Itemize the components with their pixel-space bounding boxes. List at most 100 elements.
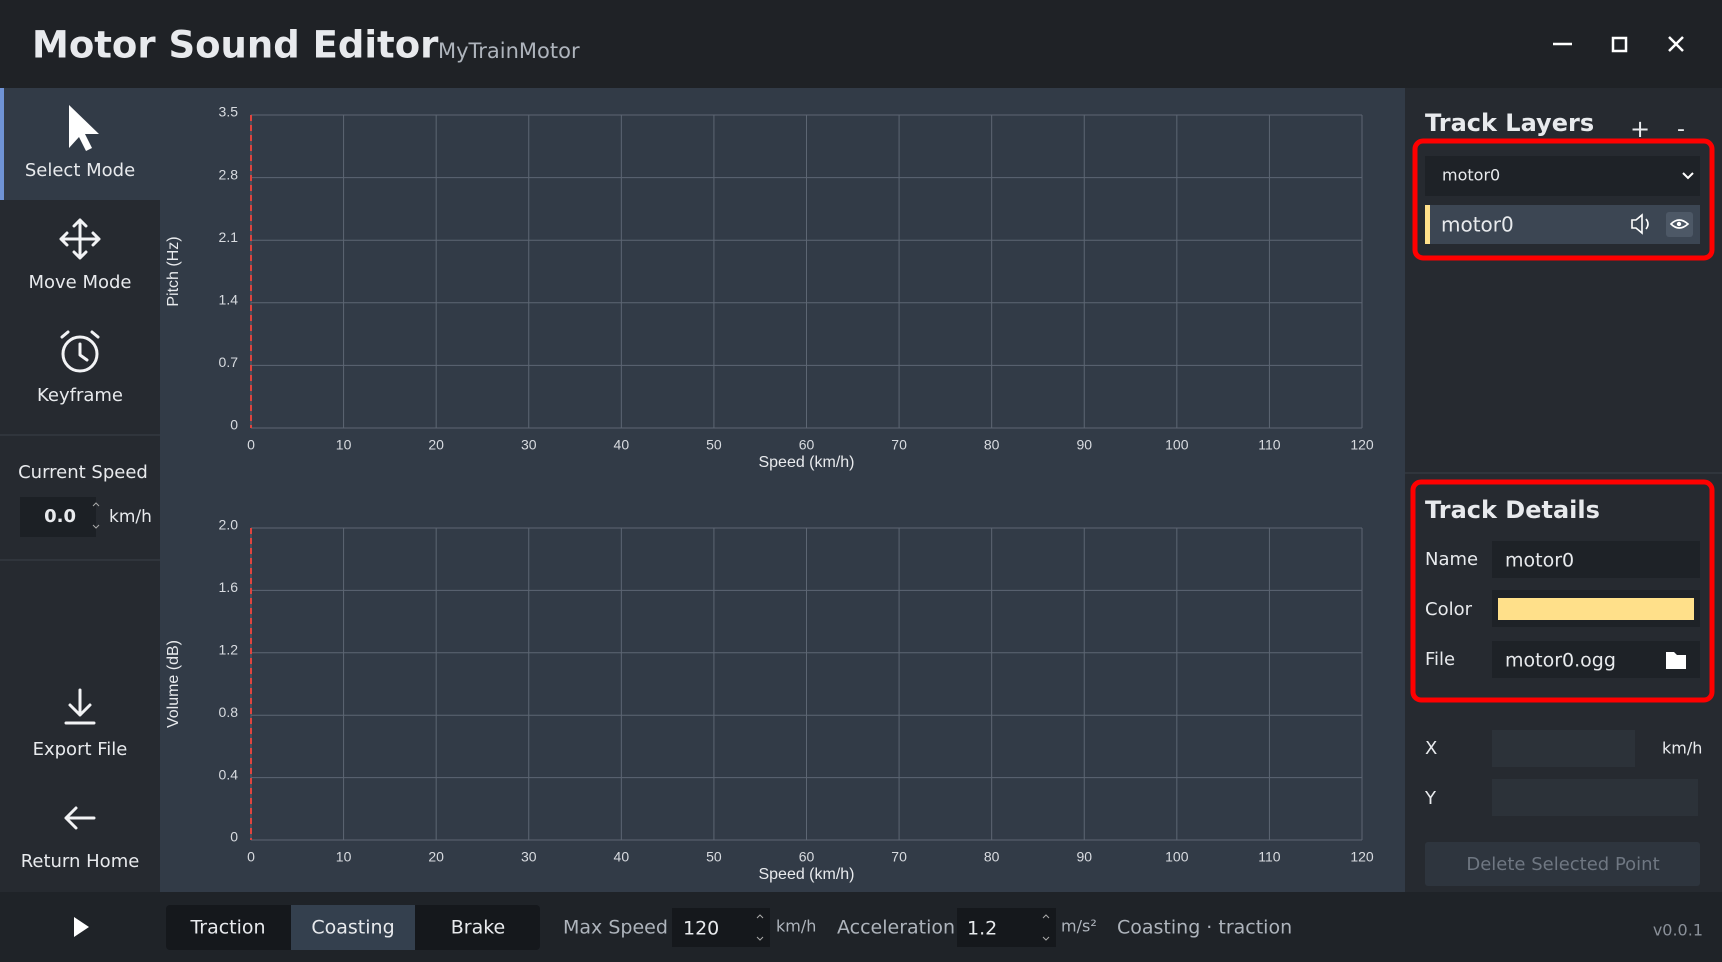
field-label: Name xyxy=(1425,549,1478,570)
color-swatch xyxy=(1498,598,1694,620)
status-text: Coasting · traction xyxy=(1117,917,1292,939)
mode-active-bg xyxy=(291,905,415,950)
close-button[interactable] xyxy=(1668,36,1684,52)
speed-input[interactable] xyxy=(20,497,96,537)
field-label: File xyxy=(1425,649,1455,670)
x-tick-label: 40 xyxy=(614,849,630,865)
eye-pupil xyxy=(1676,221,1682,227)
max-speed-value: 120 xyxy=(683,918,719,940)
x-tick-label: 70 xyxy=(891,849,907,865)
x-axis-label: Speed (km/h) xyxy=(758,866,854,883)
clock-icon xyxy=(61,335,99,373)
max-speed-input[interactable] xyxy=(672,908,770,947)
name-value: motor0 xyxy=(1505,550,1574,572)
field-label: Color xyxy=(1425,599,1473,620)
x-input[interactable] xyxy=(1492,730,1635,767)
y-tick-label: 1.4 xyxy=(219,292,239,308)
speed-unit: km/h xyxy=(109,507,152,527)
x-tick-label: 20 xyxy=(428,437,444,453)
x-tick-label: 60 xyxy=(799,437,815,453)
acceleration-label: Acceleration xyxy=(837,917,955,939)
mode-button[interactable]: Traction xyxy=(189,917,265,939)
y-tick-label: 0.7 xyxy=(219,354,239,370)
x-tick-label: 120 xyxy=(1350,437,1374,453)
track-details-title: Track Details xyxy=(1425,496,1600,524)
move-mode-button[interactable]: Move Mode xyxy=(28,218,132,293)
y-input[interactable] xyxy=(1492,779,1698,816)
export-button[interactable]: Export File xyxy=(33,688,128,760)
return-icon xyxy=(64,806,96,830)
x-tick-label: 90 xyxy=(1076,849,1092,865)
x-tick-label: 110 xyxy=(1258,849,1281,865)
field-label: X xyxy=(1425,738,1437,759)
tool-highlight xyxy=(0,88,160,200)
maximize-button[interactable] xyxy=(1611,36,1628,53)
spinner[interactable] xyxy=(92,502,100,529)
x-tick-label: 10 xyxy=(336,849,352,865)
speed-value: 0.0 xyxy=(44,506,76,527)
y-tick-label: 2.8 xyxy=(219,166,239,182)
project-name: MyTrainMotor xyxy=(438,39,580,63)
x-tick-label: 10 xyxy=(336,437,352,453)
layer-color-accent xyxy=(1425,205,1430,244)
spinner[interactable] xyxy=(756,914,764,941)
y-tick-label: 0 xyxy=(230,417,238,433)
export-icon xyxy=(64,688,96,725)
x-tick-label: 50 xyxy=(706,437,722,453)
select-mode-button[interactable]: Select Mode xyxy=(0,88,160,200)
x-tick-label: 80 xyxy=(984,437,1000,453)
acceleration-value: 1.2 xyxy=(967,918,997,940)
file-input[interactable] xyxy=(1492,641,1700,678)
x-tick-label: 0 xyxy=(247,849,255,865)
return-button[interactable]: Return Home xyxy=(21,806,140,872)
y-tick-label: 1.2 xyxy=(219,642,239,658)
y-axis-label: Pitch (Hz) xyxy=(165,236,182,306)
title-bar xyxy=(0,0,1722,88)
cursor-icon xyxy=(69,105,99,151)
remove-layer-button[interactable]: - xyxy=(1677,117,1685,142)
max-speed-label: Max Speed xyxy=(563,917,668,939)
chevron xyxy=(1682,172,1694,180)
x-tick-label: 50 xyxy=(706,849,722,865)
y-tick-label: 3.5 xyxy=(219,104,239,120)
return-label: Return Home xyxy=(21,851,140,872)
delete-point-button[interactable] xyxy=(1425,842,1700,886)
acceleration-unit: m/s² xyxy=(1061,917,1097,936)
x-tick-label: 30 xyxy=(521,437,537,453)
tool-accent xyxy=(0,88,4,200)
y-tick-label: 2.1 xyxy=(219,229,239,245)
x-tick-label: 40 xyxy=(614,437,630,453)
x-tick-label: 70 xyxy=(891,437,907,453)
acceleration-input[interactable] xyxy=(957,908,1056,947)
field-label: Y xyxy=(1424,788,1437,809)
layer-item[interactable] xyxy=(1425,205,1700,244)
y-tick-label: 1.6 xyxy=(219,579,239,595)
x-tick-label: 110 xyxy=(1258,437,1281,453)
mode-button[interactable]: Coasting xyxy=(311,917,394,939)
x-tick-label: 60 xyxy=(799,849,815,865)
clock-hands xyxy=(60,330,100,362)
add-layer-button[interactable]: + xyxy=(1630,115,1650,143)
version: v0.0.1 xyxy=(1653,921,1703,940)
tool-label: Move Mode xyxy=(28,272,131,293)
highlight-box xyxy=(1412,138,1715,261)
mute-button[interactable] xyxy=(1631,213,1649,235)
x-unit: km/h xyxy=(1662,739,1702,758)
delete-point-label: Delete Selected Point xyxy=(1466,854,1659,875)
name-input[interactable] xyxy=(1492,541,1700,578)
app-title: Motor Sound Editor xyxy=(32,24,439,67)
layer-name: motor0 xyxy=(1441,213,1514,237)
spinner[interactable] xyxy=(1042,914,1050,941)
layer-dropdown[interactable] xyxy=(1425,156,1700,196)
folder-button[interactable] xyxy=(1666,652,1686,669)
tool-label: Select Mode xyxy=(25,160,135,181)
x-tick-label: 120 xyxy=(1350,849,1374,865)
y-tick-label: 0 xyxy=(230,829,238,845)
y-tick-label: 0.4 xyxy=(219,766,239,782)
dropdown-value: motor0 xyxy=(1442,166,1500,185)
chart-area xyxy=(160,88,1405,892)
mode-button[interactable]: Brake xyxy=(451,917,506,939)
play-button[interactable] xyxy=(74,917,89,937)
keyframe-button[interactable]: Keyframe xyxy=(37,330,123,406)
